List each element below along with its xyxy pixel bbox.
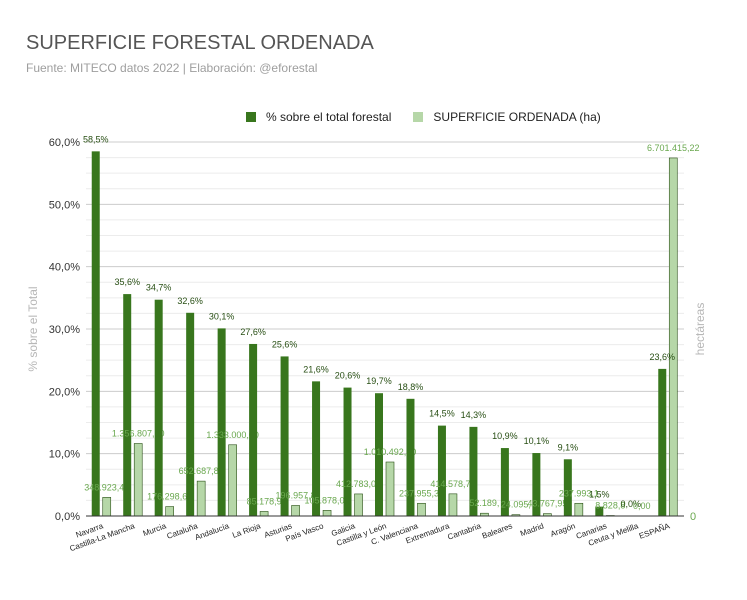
- data-label-percent: 21,6%: [303, 364, 329, 374]
- legend-label-percent: % sobre el total forestal: [266, 110, 392, 124]
- bar-hectares: [574, 502, 584, 517]
- data-label-hectares: 196.957,8: [276, 490, 316, 500]
- x-tick-label: Andalucía: [194, 521, 231, 542]
- data-label-hectares: 8.828,8: [595, 501, 625, 511]
- bar-percent: [469, 426, 478, 516]
- bar-percent: [154, 299, 163, 516]
- chart-subtitle: Fuente: MITECO datos 2022 | Elaboración:…: [26, 61, 318, 75]
- y-tick-label: 40,0%: [49, 262, 80, 274]
- legend: % sobre el total forestal SUPERFICIE ORD…: [246, 110, 623, 124]
- bar-percent: [186, 312, 195, 516]
- bar-percent: [406, 398, 415, 516]
- bar-percent: [532, 453, 541, 516]
- legend-swatch-percent: [246, 112, 256, 122]
- bar-percent: [563, 459, 572, 516]
- data-label-hectares: 1.010.492,30: [364, 447, 417, 457]
- y-tick-label: 30,0%: [49, 324, 80, 336]
- bar-hectares: [322, 510, 332, 517]
- bar-hectares: [259, 511, 269, 517]
- bar-percent: [375, 393, 383, 516]
- data-label-hectares: 1.356.807,10: [112, 429, 165, 439]
- bar-percent: [217, 328, 226, 516]
- data-label-percent: 35,6%: [114, 277, 140, 287]
- data-label-percent: 14,5%: [429, 409, 455, 419]
- data-label-percent: 1,5%: [589, 490, 610, 500]
- legend-swatch-hectares: [413, 112, 424, 122]
- bar-hectares: [354, 493, 363, 517]
- data-label-percent: 20,6%: [335, 371, 361, 381]
- data-label-hectares: 85.178,9: [247, 496, 282, 506]
- bar-hectares: [196, 480, 206, 517]
- x-tick-label: La Rioja: [231, 521, 262, 540]
- bar-hectares: [228, 444, 237, 517]
- legend-item-percent[interactable]: % sobre el total forestal: [246, 110, 391, 124]
- data-label-hectares: 6.701.415,22: [647, 143, 700, 153]
- chart-title: SUPERFICIE FORESTAL ORDENADA: [26, 32, 374, 54]
- data-label-hectares: 414.578,70: [430, 479, 475, 489]
- bar-hectares: [102, 497, 112, 517]
- y-tick-label: 10,0%: [49, 449, 80, 461]
- data-label-hectares: 237.993,1: [559, 488, 599, 498]
- data-label-hectares: 43.767,95: [527, 499, 567, 509]
- bar-percent: [312, 381, 321, 516]
- data-label-percent: 14,3%: [461, 410, 487, 420]
- bar-percent: [123, 294, 132, 516]
- bar-percent: [91, 151, 100, 516]
- data-label-hectares: 105.878,00: [305, 495, 350, 505]
- x-tick-label: Aragón: [549, 521, 576, 538]
- x-tick-label: Madrid: [519, 521, 545, 538]
- y-axis-title: % sobre el Total: [26, 286, 40, 371]
- data-label-percent: 25,6%: [272, 339, 298, 349]
- bar-percent: [249, 343, 258, 516]
- data-label-percent: 23,6%: [649, 352, 675, 362]
- data-label-percent: 27,6%: [240, 327, 266, 337]
- bar-hectares: [668, 157, 678, 517]
- bar-hectares: [291, 505, 300, 517]
- bar-hectares: [385, 461, 395, 517]
- x-tick-label: Murcia: [142, 521, 168, 538]
- data-label-hectares: 412.783,00: [336, 479, 381, 489]
- data-label-percent: 10,1%: [524, 436, 550, 446]
- data-label-hectares: 1.333.000,00: [206, 430, 259, 440]
- legend-label-hectares: SUPERFICIE ORDENADA (ha): [433, 110, 601, 124]
- bar-hectares: [133, 443, 143, 517]
- data-label-percent: 32,6%: [177, 296, 203, 306]
- data-label-hectares: 348.923,40: [84, 482, 129, 492]
- data-label-hectares: 0,00: [633, 501, 651, 511]
- bar-percent: [343, 387, 352, 516]
- data-label-percent: 18,8%: [398, 382, 424, 392]
- bar-percent: [500, 448, 509, 516]
- y-tick-label: 60,0%: [49, 137, 80, 149]
- x-tick-label: ESPAÑA: [638, 521, 672, 541]
- x-tick-label: Baleares: [481, 521, 514, 540]
- data-label-percent: 19,7%: [366, 376, 392, 386]
- y-right-tick-label: 0: [690, 511, 696, 523]
- x-tick-label: Cantabria: [446, 521, 482, 542]
- data-label-percent: 58,5%: [83, 134, 109, 144]
- bar-hectares: [165, 506, 174, 517]
- bar-percent: [658, 368, 667, 516]
- data-label-hectares: 237.955,34: [399, 488, 444, 498]
- data-label-percent: 30,1%: [209, 311, 235, 321]
- y-tick-label: 0,0%: [55, 511, 80, 523]
- legend-item-hectares[interactable]: SUPERFICIE ORDENADA (ha): [413, 110, 601, 124]
- data-label-hectares: 176.298,60: [147, 492, 192, 502]
- data-label-percent: 34,7%: [146, 283, 172, 293]
- bar-percent: [280, 356, 289, 516]
- data-label-hectares: 652.687,80: [179, 466, 224, 476]
- bar-percent: [595, 506, 604, 516]
- bar-hectares: [417, 502, 426, 517]
- bar-percent: [437, 425, 446, 516]
- x-tick-label: Cataluña: [166, 521, 200, 541]
- y-right-axis-title: hectáreas: [693, 303, 707, 356]
- y-tick-label: 50,0%: [49, 199, 80, 211]
- data-label-percent: 10,9%: [492, 431, 518, 441]
- data-label-percent: 0,0%: [621, 499, 642, 509]
- bar-hectares: [448, 493, 458, 517]
- data-label-percent: 9,1%: [558, 442, 579, 452]
- data-label-hectares: 52.189,: [469, 498, 499, 508]
- y-tick-label: 20,0%: [49, 386, 80, 398]
- data-label-hectares: 24.095,: [501, 500, 531, 510]
